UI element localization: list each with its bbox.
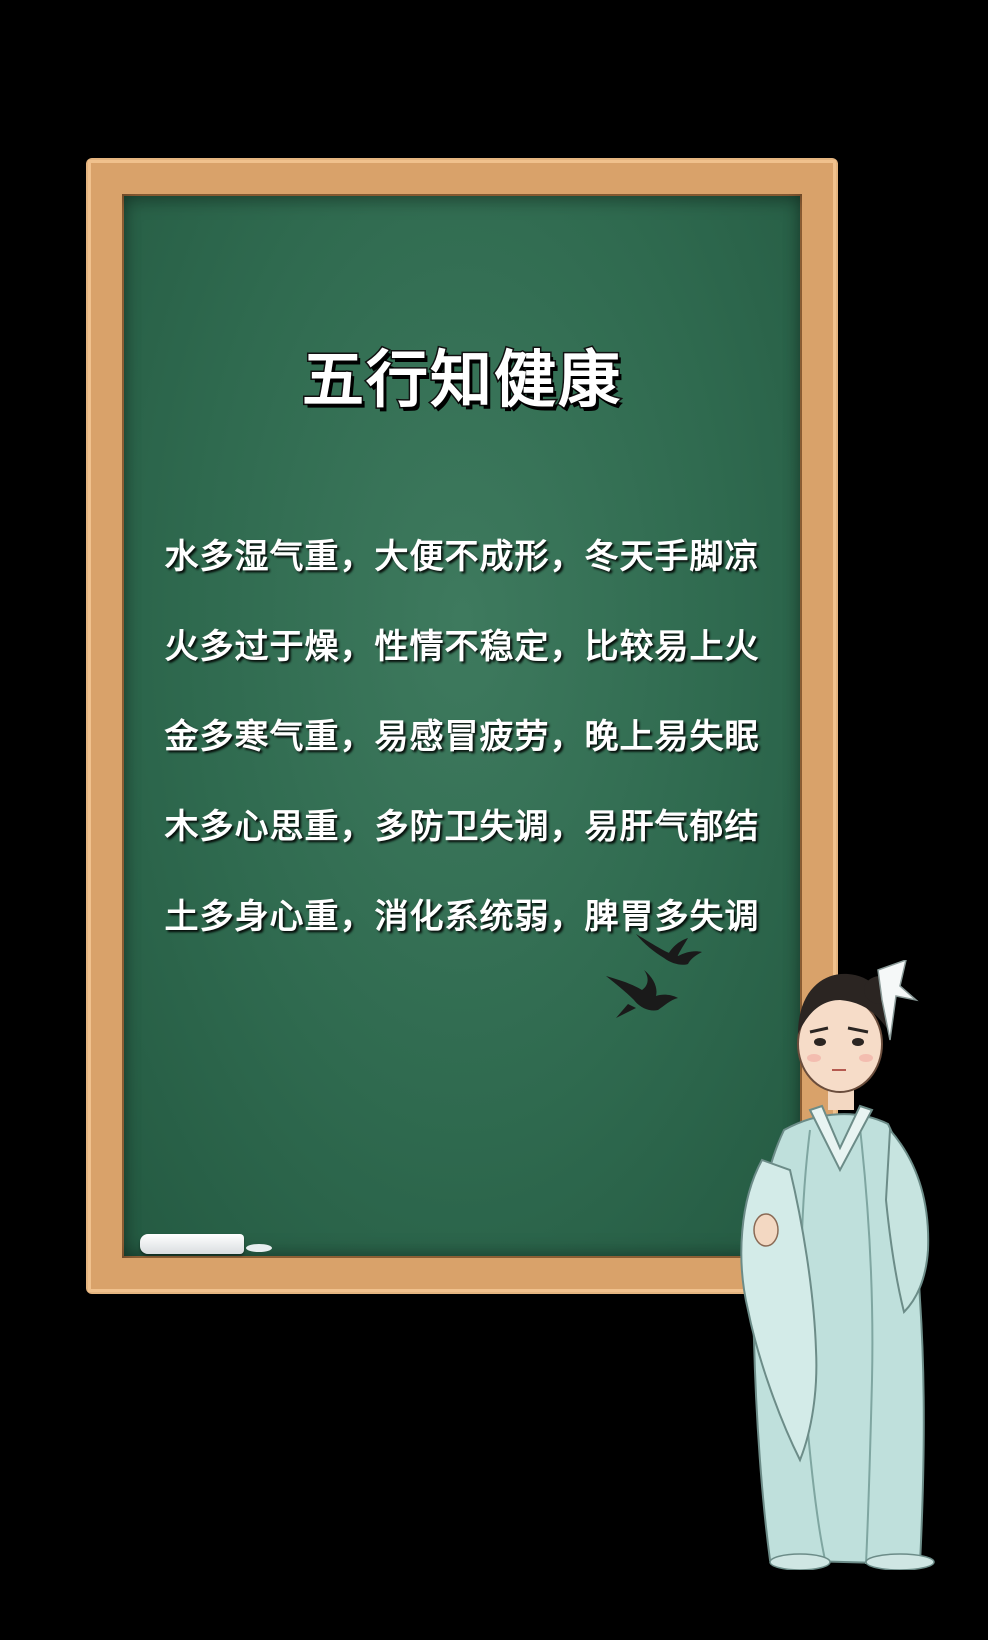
scholar-figure <box>740 960 935 1570</box>
chalk-dust <box>246 1244 272 1252</box>
page-title: 五行知健康 <box>300 342 622 418</box>
health-list: 水多湿气重，大便不成形，冬天手脚凉 火多过于燥，性情不稳定，比较易上火 金多寒气… <box>122 512 802 962</box>
list-item: 火多过于燥，性情不稳定，比较易上火 <box>164 627 760 667</box>
list-item: 水多湿气重，大便不成形，冬天手脚凉 <box>164 537 760 577</box>
list-item: 土多身心重，消化系统弱，脾胃多失调 <box>164 897 760 937</box>
list-item: 金多寒气重，易感冒疲劳，晚上易失眠 <box>164 717 760 757</box>
swallow-icon <box>606 934 702 1018</box>
chalk-icon <box>140 1234 244 1254</box>
chalkboard: 五行知健康 水多湿气重，大便不成形，冬天手脚凉 火多过于燥，性情不稳定，比较易上… <box>88 160 836 1292</box>
list-item: 木多心思重，多防卫失调，易肝气郁结 <box>164 807 760 847</box>
